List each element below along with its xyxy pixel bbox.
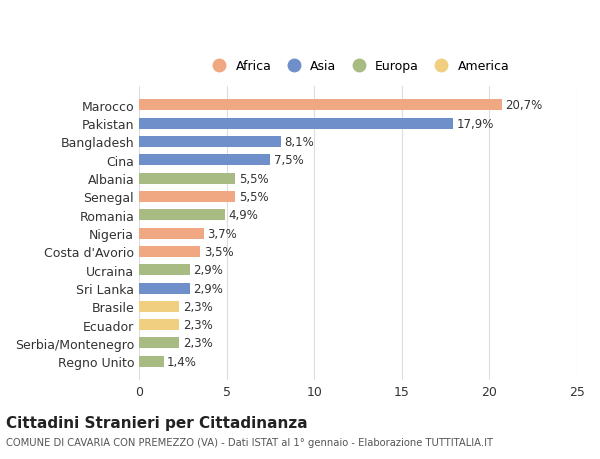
Text: COMUNE DI CAVARIA CON PREMEZZO (VA) - Dati ISTAT al 1° gennaio - Elaborazione TU: COMUNE DI CAVARIA CON PREMEZZO (VA) - Da… bbox=[6, 437, 493, 447]
Text: 17,9%: 17,9% bbox=[456, 118, 494, 130]
Bar bbox=[139, 173, 235, 184]
Text: 20,7%: 20,7% bbox=[505, 99, 542, 112]
Text: 7,5%: 7,5% bbox=[274, 154, 304, 167]
Text: 2,3%: 2,3% bbox=[183, 319, 212, 331]
Bar bbox=[139, 356, 164, 367]
Legend: Africa, Asia, Europa, America: Africa, Asia, Europa, America bbox=[202, 55, 514, 78]
Bar bbox=[139, 210, 225, 221]
Text: 2,9%: 2,9% bbox=[193, 263, 223, 277]
Text: 1,4%: 1,4% bbox=[167, 355, 197, 368]
Text: 3,5%: 3,5% bbox=[204, 246, 233, 258]
Bar bbox=[139, 155, 271, 166]
Text: 5,5%: 5,5% bbox=[239, 190, 269, 203]
Text: 5,5%: 5,5% bbox=[239, 172, 269, 185]
Bar bbox=[139, 100, 502, 111]
Bar bbox=[139, 319, 179, 330]
Text: 2,9%: 2,9% bbox=[193, 282, 223, 295]
Bar bbox=[139, 191, 235, 202]
Bar bbox=[139, 228, 204, 239]
Bar bbox=[139, 118, 452, 129]
Text: 4,9%: 4,9% bbox=[229, 209, 259, 222]
Bar bbox=[139, 246, 200, 257]
Text: Cittadini Stranieri per Cittadinanza: Cittadini Stranieri per Cittadinanza bbox=[6, 415, 308, 430]
Bar bbox=[139, 338, 179, 349]
Bar bbox=[139, 283, 190, 294]
Text: 2,3%: 2,3% bbox=[183, 337, 212, 350]
Text: 3,7%: 3,7% bbox=[208, 227, 237, 240]
Text: 2,3%: 2,3% bbox=[183, 300, 212, 313]
Text: 8,1%: 8,1% bbox=[284, 136, 314, 149]
Bar bbox=[139, 137, 281, 148]
Bar bbox=[139, 301, 179, 312]
Bar bbox=[139, 265, 190, 275]
